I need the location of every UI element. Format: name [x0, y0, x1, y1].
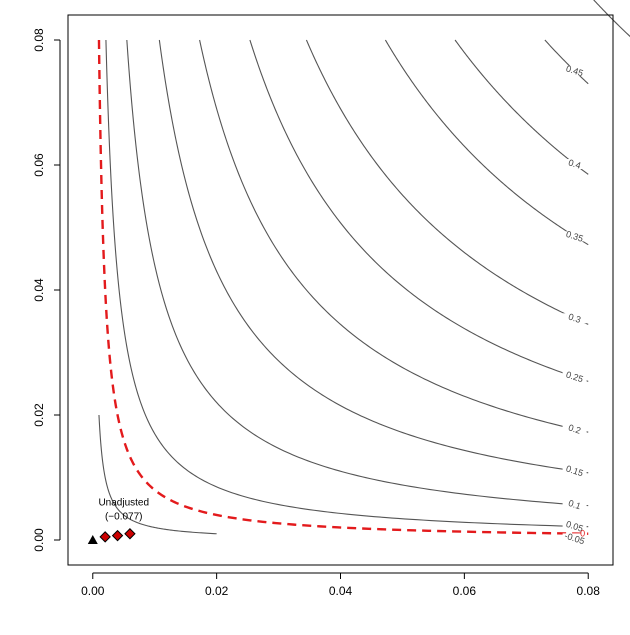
contour-label-bg [562, 159, 587, 170]
contour-label-bg [562, 371, 587, 382]
diamond-marker [99, 531, 111, 543]
x-tick-label: 0.06 [453, 584, 477, 598]
contour-line [454, 39, 589, 175]
contour-label-bg [562, 65, 587, 76]
contour-label-bg [562, 521, 587, 532]
contour-line [158, 39, 589, 474]
reference-curve-dashed [97, 39, 589, 535]
contour-line [98, 414, 217, 535]
x-tick-label: 0.02 [205, 584, 229, 598]
contour-label: 0.2 [567, 422, 582, 435]
diamond-marker [111, 529, 124, 542]
annotation-line: (−0.077) [105, 512, 143, 523]
contour-line [249, 39, 589, 382]
y-tick-label: 0.04 [32, 278, 46, 302]
contour-line [105, 39, 589, 528]
x-tick-label: 0.04 [329, 584, 353, 598]
contour-line [126, 39, 589, 507]
x-tick-label: 0.00 [81, 584, 105, 598]
contour-label-bg [562, 533, 587, 544]
contour-label: 0.1 [567, 498, 582, 511]
contour-label: 0.3 [567, 312, 582, 325]
plot-layer: -0.050.050.10.150.20.250.30.350.40.450.5… [87, 0, 630, 546]
axes-layer: 0.00 0.02 0.04 0.06 0.08 0.00 0.02 0.04 0.06 0.08 [32, 14, 614, 598]
diamond-marker [124, 528, 136, 540]
contour-line [593, 0, 630, 38]
y-tick-label: 0.02 [32, 403, 46, 427]
annotation-line: Unadjusted [98, 498, 149, 509]
contour-label-bg [562, 424, 587, 435]
reference-curve-label: 0 [580, 529, 585, 539]
contour-label-bg [562, 231, 587, 242]
y-tick-label: 0.06 [32, 153, 46, 177]
contour-line [544, 39, 589, 85]
contour-line [305, 39, 589, 325]
y-tick-label: 0.08 [32, 28, 46, 52]
contour-label-bg [562, 465, 587, 476]
contour-line [199, 39, 589, 433]
contour-label-bg [562, 499, 587, 510]
x-tick-label: 0.08 [577, 584, 601, 598]
contour-label: 0.4 [567, 157, 582, 170]
y-tick-label: 0.00 [32, 528, 46, 552]
plot-frame [67, 14, 614, 566]
triangle-marker [87, 535, 98, 544]
contour-labels: -0.050.050.10.150.20.250.30.350.40.450.5… [562, 63, 587, 546]
contour-line [384, 39, 589, 246]
contour-label-bg [562, 313, 587, 324]
